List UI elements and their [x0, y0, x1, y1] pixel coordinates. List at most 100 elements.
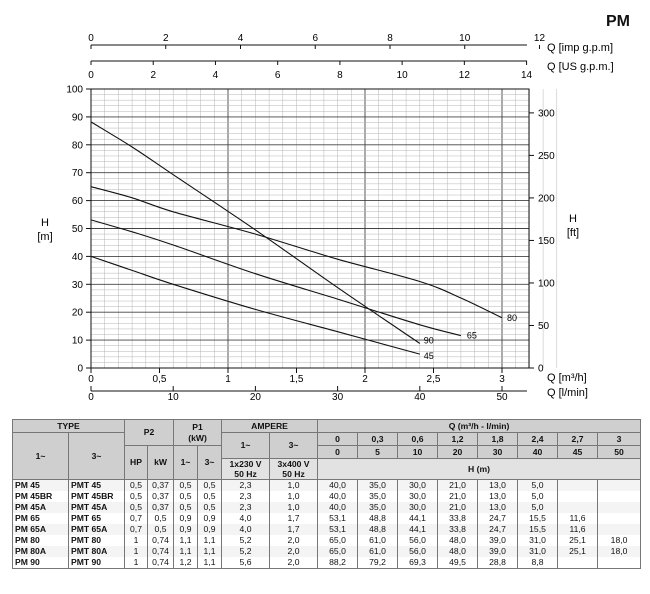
tick-label-hm: 50: [72, 224, 84, 235]
th-amp-single: 1~: [221, 432, 271, 459]
cell-a3: 1,0: [269, 479, 319, 491]
th-q-m3h: 0,6: [397, 432, 439, 446]
cell-head-value: 31,0: [517, 535, 559, 546]
cell-p1-1: 0,9: [173, 513, 199, 524]
tick-label-hft: 100: [538, 278, 555, 289]
cell-head-value: 8,8: [517, 557, 559, 569]
cell-head-value: [557, 557, 599, 569]
x-axis-label-imp: Q [imp g.p.m]: [547, 42, 613, 54]
th-q-lmin: 10: [397, 445, 439, 459]
tick-label-m3h: 0,5: [153, 374, 167, 385]
cell-head-value: 39,0: [477, 546, 519, 557]
cell-head-value: 79,2: [357, 557, 399, 569]
tick-label-hm: 30: [72, 280, 84, 291]
cell-head-value: 31,0: [517, 546, 559, 557]
cell-a3: 1,0: [269, 502, 319, 513]
tick-label-lmin: 0: [88, 392, 94, 403]
tick-label-imp: 8: [387, 33, 393, 44]
cell-head-value: 35,0: [357, 491, 399, 502]
curve-label-45: 45: [424, 351, 434, 361]
cell-m3: PMT 45: [67, 479, 126, 491]
cell-p1-3: 0,5: [197, 491, 223, 502]
th-p1: P1 (kW): [173, 419, 223, 446]
tick-label-m3h: 1,5: [290, 374, 304, 385]
tick-label-hm: 80: [72, 140, 84, 151]
cell-p1-1: 0,5: [173, 502, 199, 513]
th-three-phase: 3~: [67, 432, 126, 480]
th-voltage-single: 1x230 V 50 Hz: [221, 458, 271, 480]
cell-p1-3: 1,1: [197, 557, 223, 569]
curve-65: [90, 219, 462, 337]
x-axis-label-m3h: Q [m³/h]: [547, 372, 587, 384]
cell-a1: 4,0: [221, 513, 271, 524]
cell-m3: PMT 65A: [67, 524, 126, 535]
tick-label-imp: 2: [163, 33, 169, 44]
th-q-lmin: 45: [557, 445, 599, 459]
tick-label-hft: 150: [538, 236, 555, 247]
tick-label-lmin: 10: [168, 392, 180, 403]
cell-p1-3: 0,9: [197, 524, 223, 535]
cell-m1: PM 80: [12, 535, 69, 546]
cell-hp: 0,5: [124, 479, 149, 491]
tick-label-hft: 200: [538, 193, 555, 204]
cell-head-value: 13,0: [477, 491, 519, 502]
tick-label-hm: 90: [72, 112, 84, 123]
curve-label-80: 80: [507, 313, 517, 323]
table-row: PM 90 PMT 90 1 0,74 1,2 1,1 5,6 2,0 88,2 79,2 69,3…: [12, 557, 642, 569]
y-axis-label-right-unit: [ft]: [567, 227, 579, 239]
cell-p1-1: 1,1: [173, 535, 199, 546]
th-p1-single: 1~: [173, 445, 199, 480]
tick-label-imp: 6: [312, 33, 318, 44]
cell-m3: PMT 80A: [67, 546, 126, 557]
tick-label-lmin: 20: [250, 392, 262, 403]
th-q-m3h: 1,2: [437, 432, 479, 446]
cell-p1-3: 1,1: [197, 546, 223, 557]
cell-head-value: 25,1: [557, 546, 599, 557]
cell-kw: 0,74: [147, 546, 175, 557]
cell-head-value: 48,8: [357, 513, 399, 524]
cell-m1: PM 65: [12, 513, 69, 524]
cell-a1: 5,6: [221, 557, 271, 569]
tick-label-us: 6: [275, 70, 281, 81]
th-hp: HP: [124, 445, 149, 480]
curve-45: [90, 255, 420, 355]
cell-p1-1: 0,5: [173, 479, 199, 491]
cell-head-value: 40,0: [317, 491, 359, 502]
cell-m1: PM 65A: [12, 524, 69, 535]
cell-head-value: 24,7: [477, 513, 519, 524]
cell-kw: 0,74: [147, 535, 175, 546]
th-q-m3h: 1,8: [477, 432, 519, 446]
cell-head-value: 24,7: [477, 524, 519, 535]
cell-head-value: 13,0: [477, 479, 519, 491]
th-type: TYPE: [11, 419, 126, 433]
cell-a3: 1,7: [269, 524, 319, 535]
top-axes: 0 2 4 6 8 10 12 0 2 4 6 8 10 12 14: [88, 33, 545, 81]
tick-label-hm: 20: [72, 308, 84, 319]
cell-hp: 1: [124, 535, 149, 546]
x-axis-label-us: Q [US g.p.m.]: [547, 61, 614, 73]
axis-labels: Q [imp g.p.m] Q [US g.p.m.] Q [m³/h] Q […: [37, 42, 613, 399]
tick-label-hm: 70: [72, 168, 84, 179]
cell-head-value: [597, 513, 642, 524]
tick-label-us: 14: [521, 70, 533, 81]
chart-curves: 45 65 80 90: [90, 121, 517, 361]
cell-head-value: 65,0: [317, 546, 359, 557]
tick-label-hm: 0: [77, 364, 83, 375]
cell-p1-1: 1,1: [173, 546, 199, 557]
cell-head-value: 48,0: [437, 535, 479, 546]
th-p2: P2: [124, 419, 175, 446]
cell-head-value: 40,0: [317, 479, 359, 491]
cell-head-value: 5,0: [517, 479, 559, 491]
cell-head-value: 21,0: [437, 479, 479, 491]
chart-grid: [91, 89, 558, 368]
tick-label-us: 0: [88, 70, 94, 81]
tick-label-lmin: 40: [414, 392, 426, 403]
cell-head-value: [557, 502, 599, 513]
cell-kw: 0,5: [147, 524, 175, 535]
cell-p1-3: 0,5: [197, 479, 223, 491]
th-q-m3h: 2,7: [557, 432, 599, 446]
curve-90: [90, 121, 421, 344]
cell-head-value: 39,0: [477, 535, 519, 546]
tick-label-us: 12: [459, 70, 471, 81]
tick-label-hm: 100: [66, 85, 83, 96]
